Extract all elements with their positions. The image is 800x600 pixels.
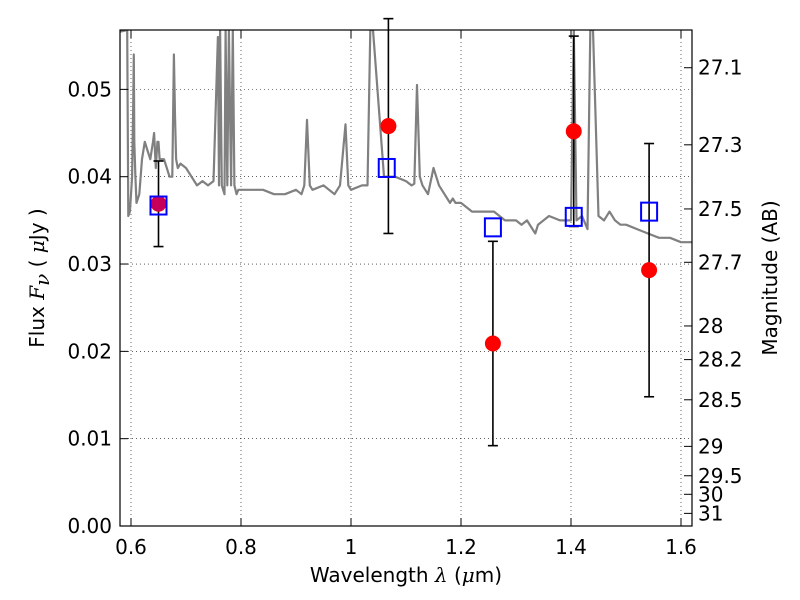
y2-tick-label: 28.5 [698,388,743,412]
model-point [377,157,396,178]
x-tick-label: 0.6 [115,535,147,559]
model-point [564,206,583,227]
x-tick-label: 1.6 [665,535,697,559]
y2-tick-label: 27.1 [698,56,743,80]
y-tick-label: 0.00 [67,514,112,538]
y-tick-label: 0.03 [67,252,112,276]
y-tick-label: 0.01 [67,427,112,451]
y-tick-label: 0.05 [67,77,112,101]
y2-tick-label: 28.2 [698,348,743,372]
x-tick-label: 1 [345,535,358,559]
y2-tick-label: 31 [698,501,723,525]
observed-point [380,118,397,135]
model-point [149,195,168,216]
spectrum-line [120,30,692,244]
plot-frame [119,29,693,527]
y-tick-label: 0.02 [67,339,112,363]
x-tick-label: 0.8 [225,535,257,559]
x-axis-title: Wavelength λ (μm) [310,563,502,587]
y2-tick-label: 29 [698,434,723,458]
model-point [483,217,502,238]
y-axis-ticks: 0.00 0.01 0.02 0.03 0.04 0.05 [67,77,128,538]
observed-point-overlap [151,196,166,212]
plot-background [120,30,692,526]
y2-tick-label: 30 [698,482,723,506]
y2-tick-label: 29.5 [698,464,743,488]
observed-point [641,262,658,279]
model-point [640,201,659,222]
y2-tick-label: 27.5 [698,197,743,221]
observed-point [484,335,501,352]
observed-point [565,123,582,140]
x-tick-label: 1.4 [555,535,587,559]
data-points [149,118,659,352]
x-tick-label: 1.2 [445,535,477,559]
y2-tick-label: 27.3 [698,133,743,157]
y2-axis-title: Magnitude (AB) [758,200,782,355]
x-axis-ticks: 0.6 0.8 1 1.2 1.4 1.6 [115,30,697,559]
spectrum-series [120,30,692,244]
y-tick-label: 0.04 [67,165,112,189]
y2-tick-label: 28 [698,314,723,338]
y-axis-title: Flux Fν ( μJy ) [25,208,54,347]
y2-tick-label: 27.7 [698,250,743,274]
